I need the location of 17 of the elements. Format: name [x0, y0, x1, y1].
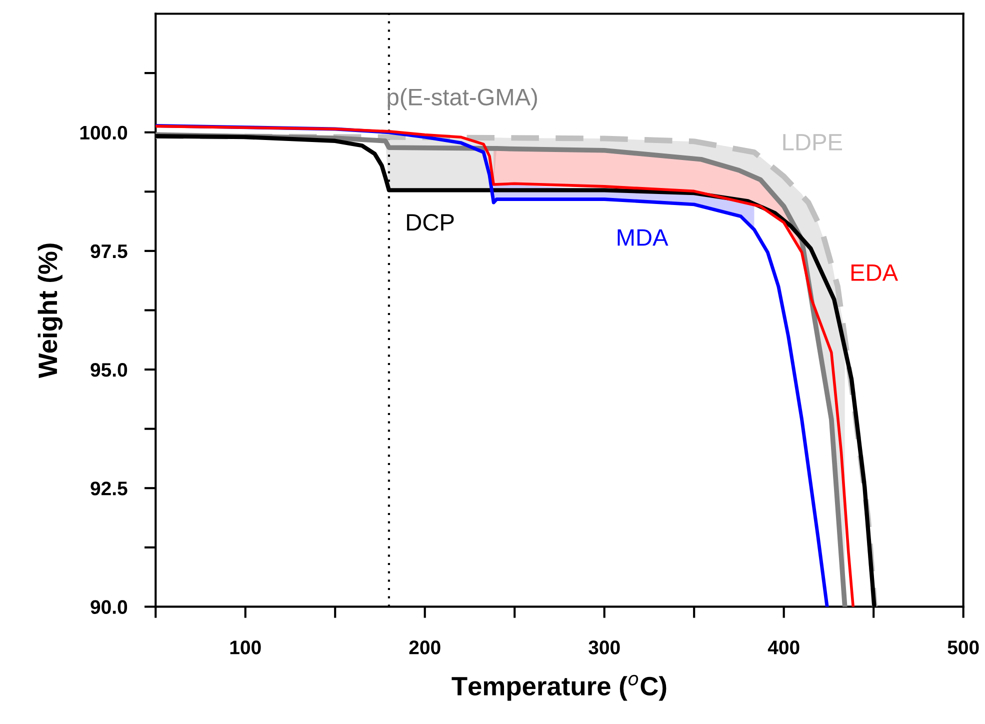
x-tick-label: 200: [409, 640, 440, 654]
series-label: LDPE: [783, 134, 842, 150]
x-tick-label: 500: [948, 640, 979, 654]
y-tick-label: 100.0: [80, 126, 128, 140]
x-tick-label: 300: [588, 640, 620, 654]
series-label: MDA: [618, 229, 668, 246]
series-label: EDA: [851, 264, 898, 281]
y-axis-title: Weight (%): [38, 244, 63, 378]
series-label: p(E-stat-GMA): [388, 88, 537, 110]
series-label: DCP: [407, 214, 454, 231]
y-tick-label: 97.5: [90, 244, 128, 258]
y-tick-label: 90.0: [90, 600, 128, 614]
x-tick-label: 400: [768, 640, 800, 654]
x-axis-title: Temperature ($^{o}$C): [452, 674, 666, 701]
y-tick-label: 95.0: [90, 362, 128, 377]
x-tick-label: 100: [230, 640, 261, 654]
y-tick-label: 92.5: [90, 482, 128, 496]
